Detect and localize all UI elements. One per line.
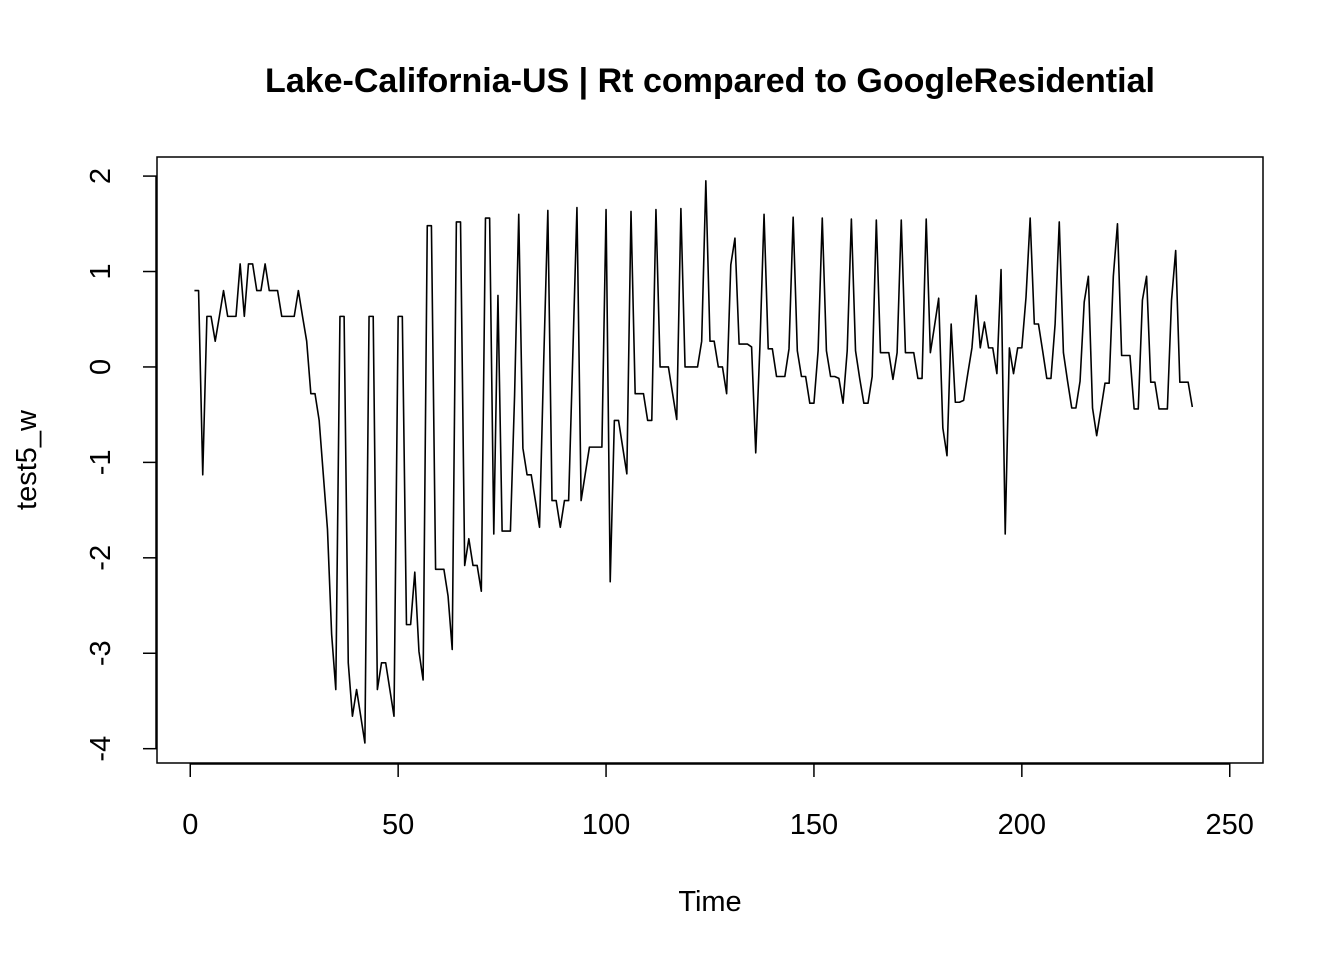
- series-layer: [194, 180, 1194, 744]
- y-tick-label: -3: [85, 640, 117, 666]
- x-axis-label: Time: [678, 886, 741, 918]
- series-line: [194, 180, 1194, 744]
- x-tick-label: 250: [1206, 809, 1254, 841]
- y-tick-label: 1: [85, 263, 117, 279]
- plot-frame: [156, 156, 1264, 764]
- chart-title: Lake-California-US | Rt compared to Goog…: [265, 62, 1155, 100]
- y-tick-label: -1: [85, 449, 117, 475]
- y-tick-label: -2: [85, 545, 117, 571]
- y-tick-label: 0: [85, 359, 117, 375]
- y-tick-label: -4: [85, 736, 117, 762]
- x-tick-label: 100: [582, 809, 630, 841]
- y-axis-label: test5_w: [11, 409, 43, 510]
- y-tick-label: 2: [85, 168, 117, 184]
- x-tick-label: 0: [182, 809, 198, 841]
- x-axis: 0 50 100 150 200 250: [182, 763, 1254, 841]
- x-tick-label: 200: [998, 809, 1046, 841]
- x-tick-label: 150: [790, 809, 838, 841]
- x-tick-label: 50: [382, 809, 414, 841]
- y-axis: -4 -3 -2 -1 0 1 2: [85, 168, 157, 762]
